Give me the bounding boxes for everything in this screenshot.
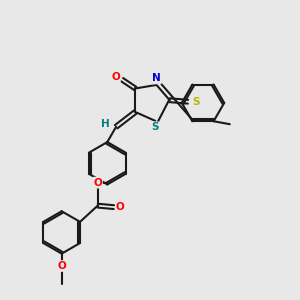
Text: O: O [116, 202, 125, 212]
Text: O: O [93, 178, 102, 188]
Text: S: S [193, 97, 200, 107]
Text: S: S [152, 122, 159, 132]
Text: H: H [100, 119, 109, 129]
Text: O: O [57, 261, 66, 271]
Text: N: N [152, 74, 161, 83]
Text: O: O [111, 72, 120, 82]
